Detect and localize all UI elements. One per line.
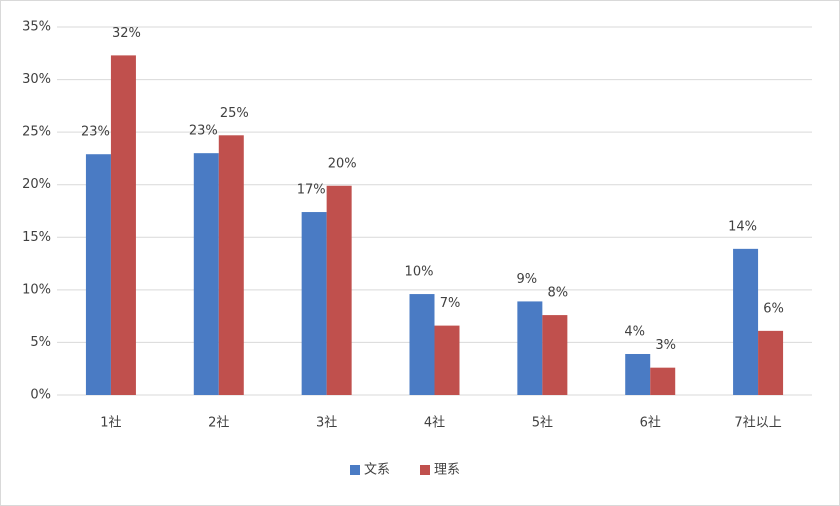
data-label: 23% [81,125,110,140]
bar [650,367,676,395]
data-label: 10% [405,265,434,280]
legend-swatch [350,465,360,475]
bar [301,212,327,395]
x-tick-label: 7社以上 [734,415,781,431]
bar [434,325,460,395]
data-label: 17% [297,183,326,198]
y-tick-label: 15% [22,230,51,245]
data-label: 9% [517,272,538,287]
bar [758,330,784,395]
x-tick-label: 1社 [100,415,121,431]
y-tick-label: 35% [22,20,51,35]
x-tick-label: 6社 [640,415,661,431]
bar [625,353,651,395]
y-tick-label: 30% [22,72,51,87]
bar [542,315,568,395]
bar [733,248,759,395]
data-label: 4% [624,324,645,339]
bar [193,153,219,395]
bar [218,135,244,395]
x-tick-label: 5社 [532,415,553,431]
data-label: 3% [655,338,676,353]
legend-label: 文系 [364,463,390,478]
data-label: 7% [440,296,461,311]
legend-swatch [420,465,430,475]
y-tick-label: 5% [30,335,51,350]
bar [85,154,111,395]
legend-label: 理系 [434,463,460,478]
bar [517,301,543,395]
y-tick-label: 0% [30,388,51,403]
bar [326,185,352,395]
data-label: 23% [189,124,218,139]
data-label: 25% [220,106,249,121]
data-label: 8% [548,286,569,301]
y-tick-label: 10% [22,282,51,297]
x-tick-label: 3社 [316,415,337,431]
data-label: 32% [112,26,141,41]
data-label: 20% [328,156,357,171]
x-tick-label: 2社 [208,415,229,431]
y-tick-label: 25% [22,125,51,140]
data-label: 6% [763,301,784,316]
bar [110,55,136,395]
data-label: 14% [728,219,757,234]
y-tick-label: 20% [22,177,51,192]
bar [409,294,435,395]
x-tick-label: 4社 [424,415,445,431]
